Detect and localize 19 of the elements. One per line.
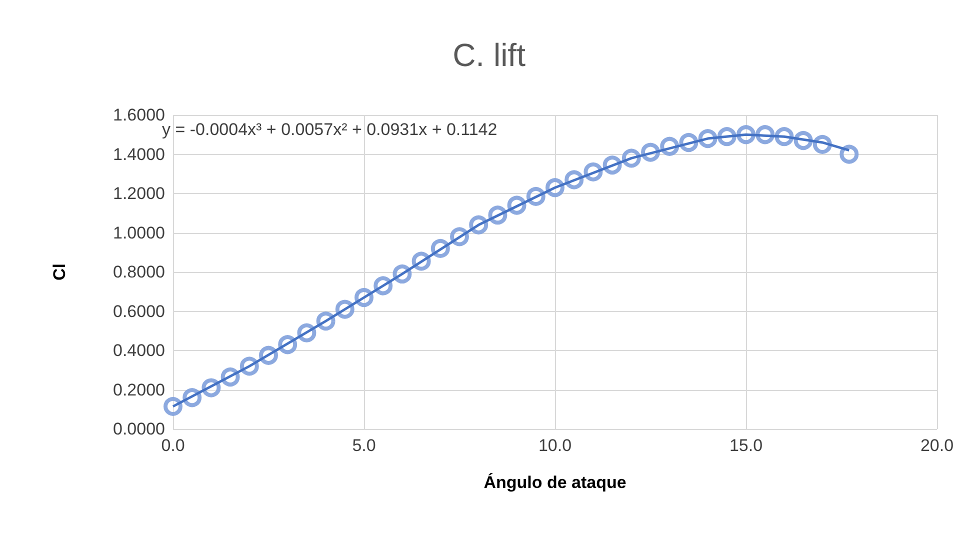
y-tick-label: 0.4000 [113, 341, 165, 360]
x-axis-title: Ángulo de ataque [484, 472, 626, 492]
x-tick-label: 15.0 [729, 436, 763, 455]
chart-title: C. lift [452, 37, 526, 73]
y-tick-label: 0.6000 [113, 302, 165, 321]
annotation: y = -0.0004x³ + 0.0057x² + 0.0931x + 0.1142 [162, 120, 498, 139]
y-tick-label: 0.0000 [113, 420, 165, 438]
y-tick-label: 1.2000 [113, 184, 165, 203]
x-tick-label: 10.0 [538, 436, 572, 455]
x-tick-label: 5.0 [352, 436, 376, 455]
point [840, 144, 859, 164]
y-axis-title: Cl [50, 264, 69, 280]
x-tick-label: 20.0 [920, 436, 954, 455]
x-tick-label: 0.0 [161, 436, 185, 455]
y-tick-label: 1.6000 [113, 106, 165, 124]
y-tick-label: 1.0000 [113, 223, 165, 242]
y-tick-label: 1.4000 [113, 144, 165, 164]
y-tick-label: 0.2000 [113, 380, 165, 400]
y-tick-label: 0.8000 [113, 262, 165, 282]
